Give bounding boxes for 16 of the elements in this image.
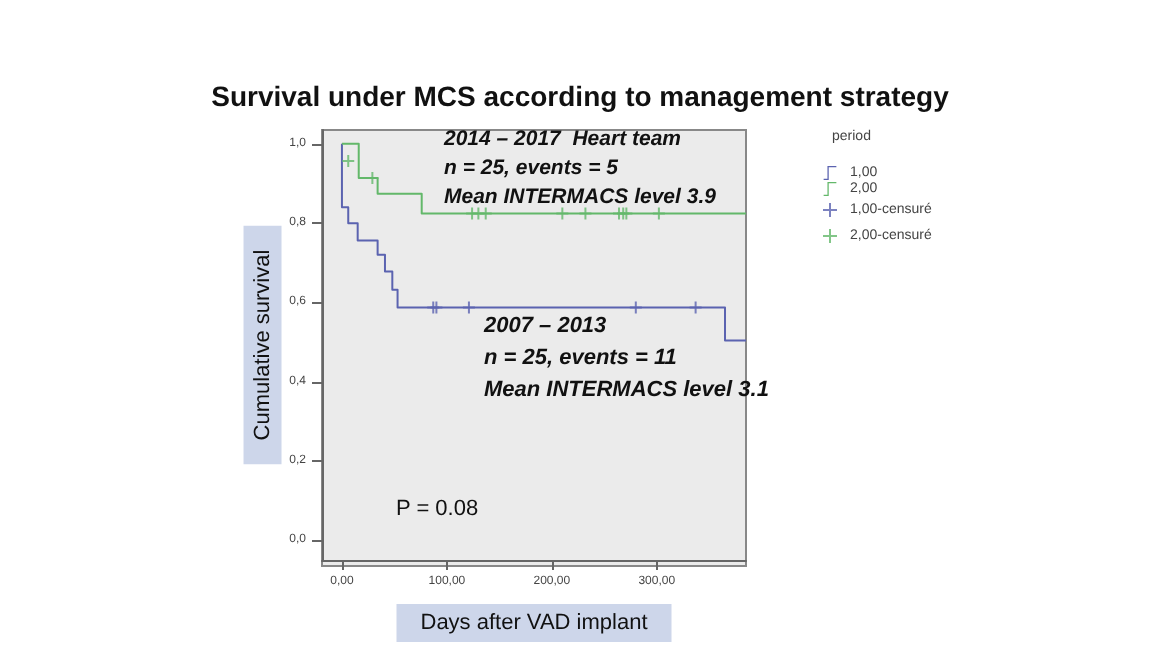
point bbox=[471, 206, 486, 221]
point bbox=[651, 206, 666, 221]
point bbox=[461, 300, 476, 315]
point bbox=[555, 206, 570, 221]
point bbox=[612, 206, 627, 221]
point bbox=[578, 206, 593, 221]
y-axis-title: Cumulative survival bbox=[250, 249, 275, 441]
point bbox=[628, 300, 643, 315]
annotation: P = 0.08 bbox=[396, 497, 479, 521]
point bbox=[478, 206, 493, 221]
point bbox=[688, 300, 703, 315]
annotation: 2007 – 2013 n = 25, events = 11 Mean INTERMACS level 3.1 bbox=[482, 314, 769, 402]
chart-title: Survival under MCS according to management strategy bbox=[211, 80, 950, 112]
annotation: 2014 – 2017 Heart team n = 25, events = 5 Mean INTERMACS level 3.9 bbox=[442, 126, 717, 209]
point bbox=[341, 153, 356, 168]
x-axis-title: Days after VAD implant bbox=[420, 611, 648, 635]
